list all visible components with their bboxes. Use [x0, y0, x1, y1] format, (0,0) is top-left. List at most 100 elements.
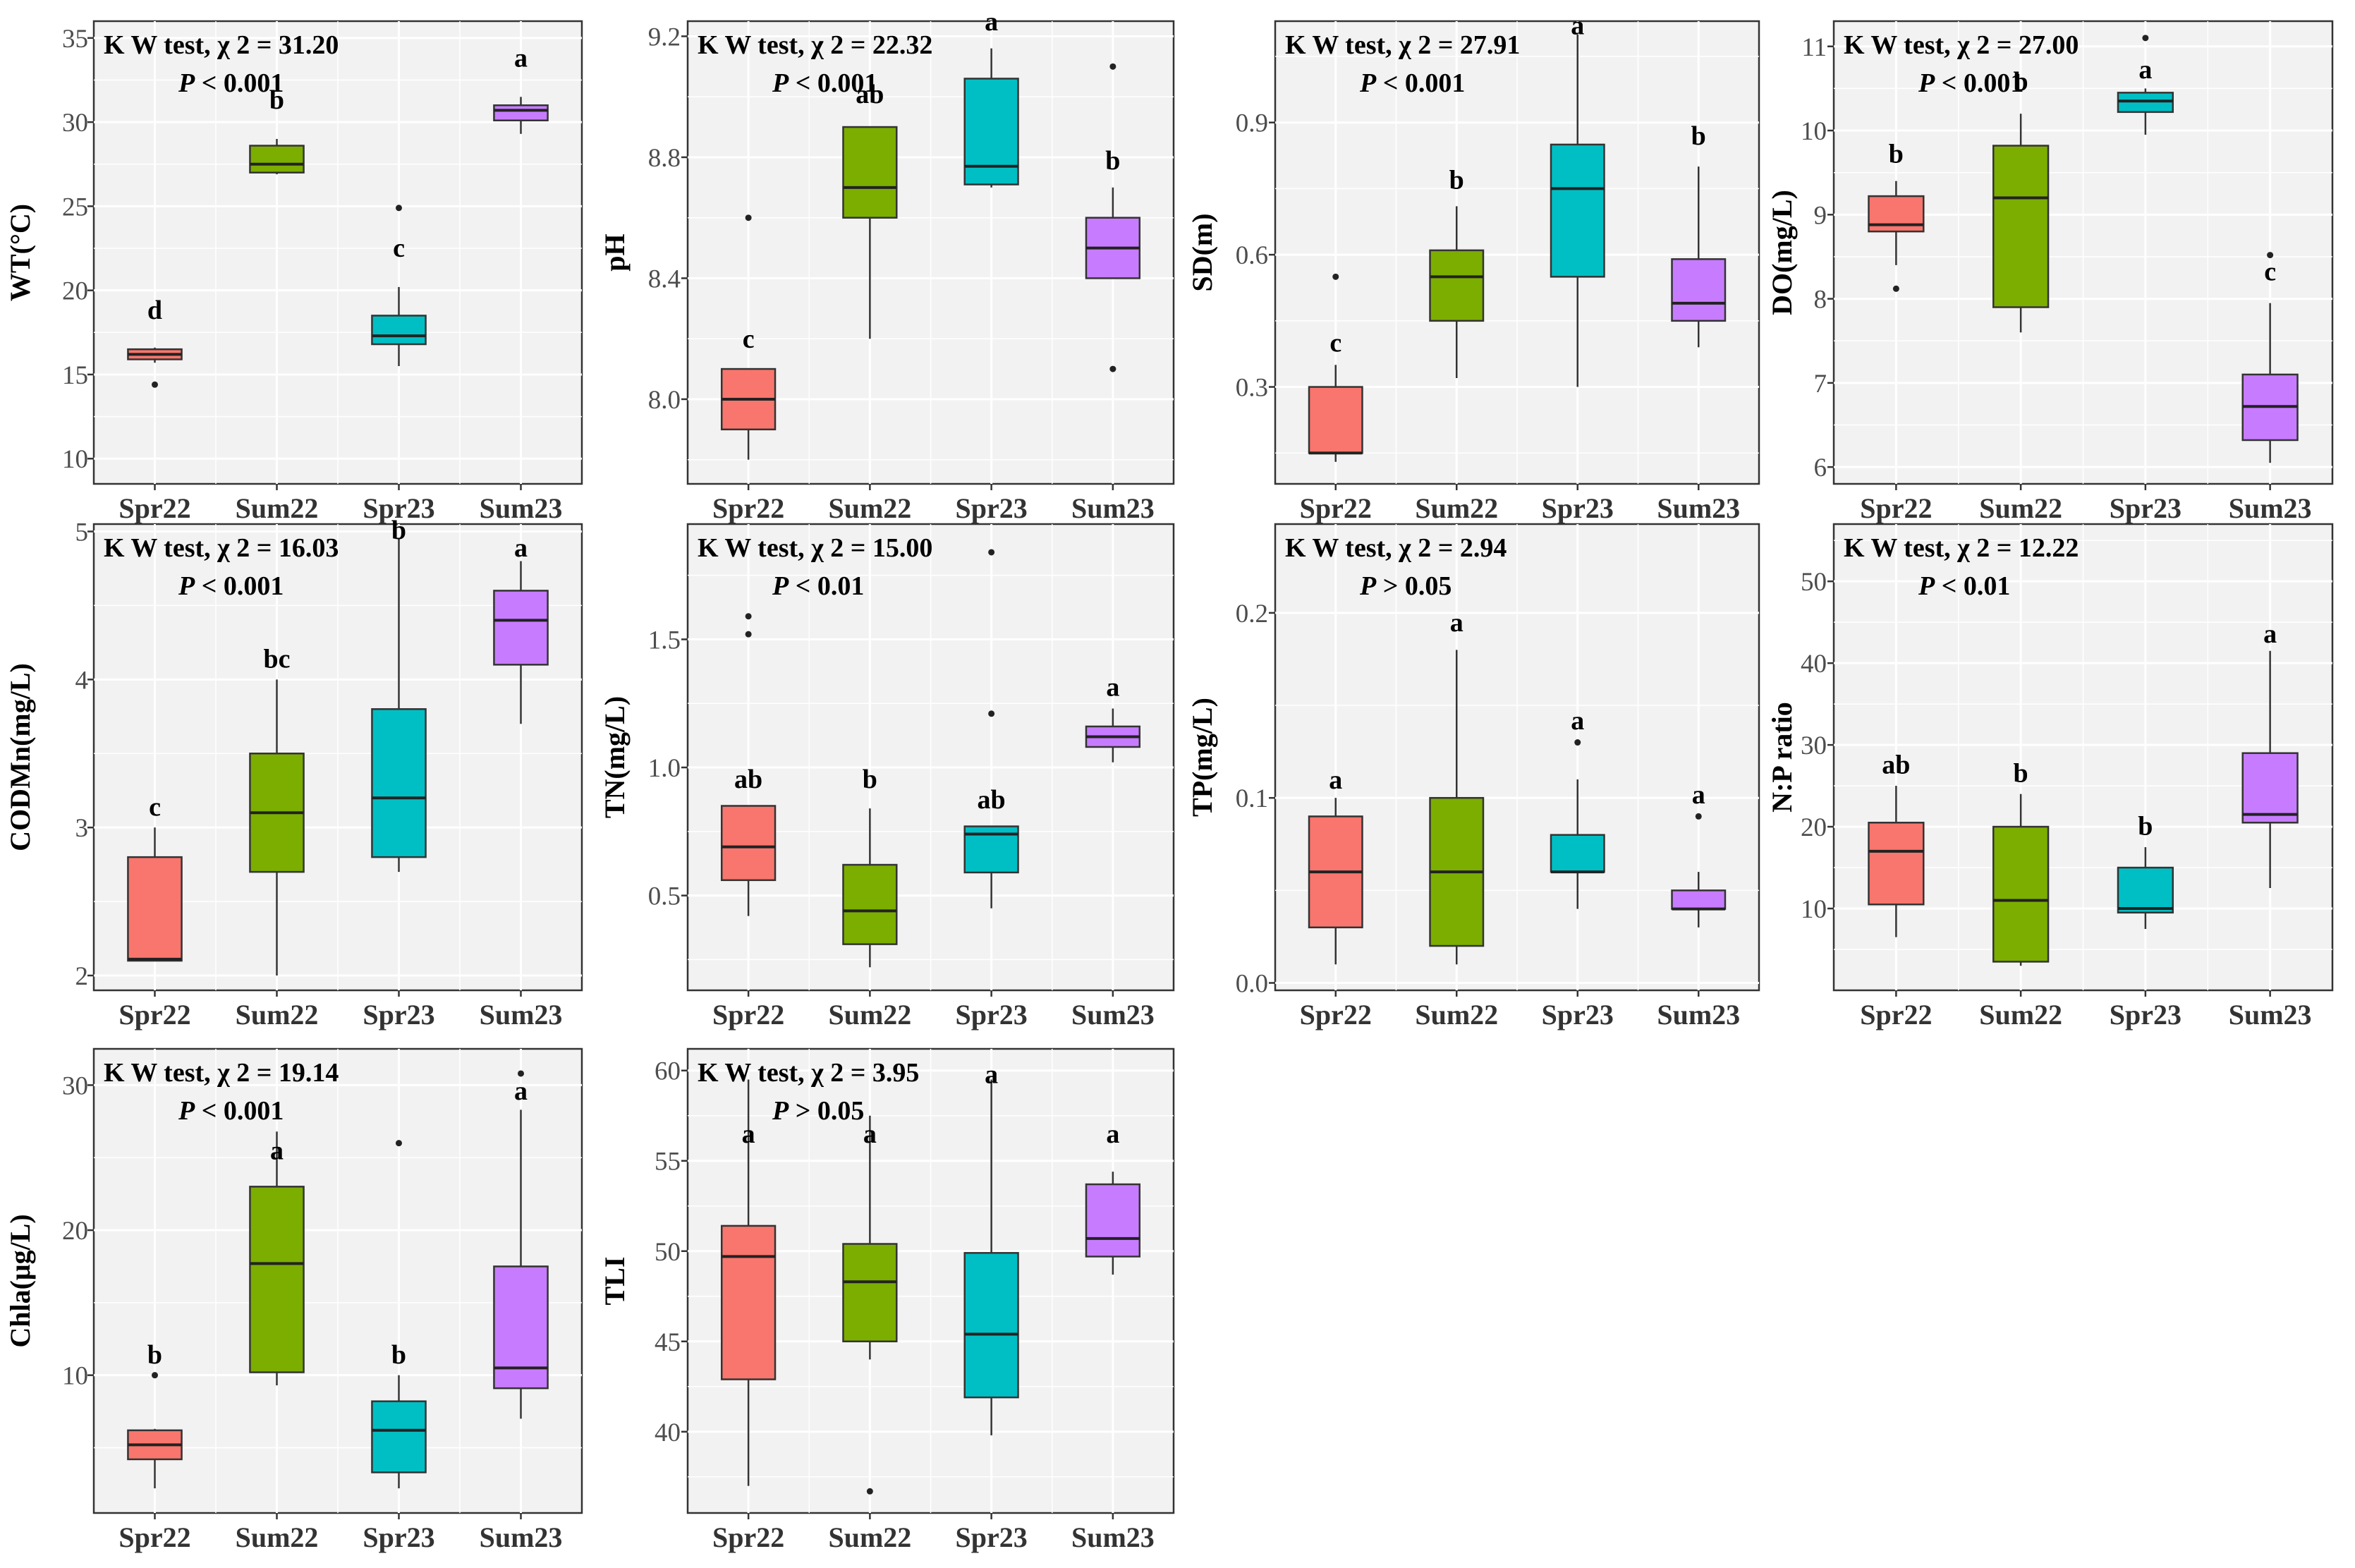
panel-sd: 0.3 0.6 0.9 SD(m) c Spr22 b Sum22 a Spr23 b Sum23 K … — [1186, 11, 1760, 524]
x-tick-label: Spr23 — [363, 492, 434, 524]
y-axis-title: pH — [599, 233, 631, 271]
significance-letter: ab — [978, 785, 1006, 815]
y-tick-label: 10 — [1801, 117, 1827, 146]
kw-test-statistic: K W test, χ 2 = 22.32 — [698, 30, 932, 60]
y-axis-title: Chla(μg/L) — [4, 1214, 36, 1347]
y-tick-label: 7 — [1814, 370, 1827, 399]
p-value: P > 0.05 — [1359, 571, 1452, 601]
box-sum23: a — [1085, 1119, 1141, 1275]
box-spr23: a — [1550, 706, 1605, 909]
x-tick-label: Spr22 — [118, 492, 190, 524]
box-sum23: a — [493, 1070, 549, 1419]
y-tick-label: 15 — [62, 361, 88, 390]
x-tick-label: Sum22 — [1979, 999, 2062, 1031]
box-spr23: a — [1550, 11, 1605, 387]
box-sum23: b — [1085, 63, 1141, 372]
box-sum23: a — [1671, 780, 1727, 928]
significance-letter: ab — [1882, 750, 1910, 780]
x-tick-label: Spr23 — [2110, 999, 2181, 1031]
x-tick-label: Spr22 — [1300, 999, 1372, 1031]
x-tick-label: Sum22 — [236, 492, 319, 524]
box-spr23: b — [371, 516, 427, 873]
significance-letter: b — [1889, 139, 1904, 169]
y-tick-label: 30 — [62, 109, 88, 138]
x-tick-label: Sum22 — [1415, 492, 1498, 524]
y-tick-label: 25 — [62, 193, 88, 221]
y-tick-label: 10 — [62, 445, 88, 474]
box-spr22: ab — [720, 613, 777, 916]
x-tick-label: Spr22 — [712, 1521, 784, 1553]
iqr-box — [249, 145, 305, 174]
y-tick-label: 3 — [75, 814, 89, 843]
outlier-point — [988, 549, 995, 556]
x-tick-label: Sum23 — [480, 1521, 563, 1553]
x-tick-label: Sum23 — [2229, 492, 2312, 524]
box-sum22: ab — [842, 80, 898, 339]
y-axis-title: TP(mg/L) — [1186, 698, 1218, 817]
box-spr23: b — [2117, 812, 2174, 930]
x-tick-label: Sum23 — [480, 999, 563, 1031]
significance-letter: a — [514, 43, 528, 73]
box-spr23: a — [963, 1060, 1019, 1435]
iqr-box — [842, 1243, 898, 1343]
y-tick-label: 4 — [75, 666, 89, 695]
p-value: P < 0.001 — [1918, 68, 2024, 98]
box-spr22: d — [127, 296, 183, 388]
y-tick-label: 2 — [75, 962, 89, 991]
box-spr22: c — [720, 214, 777, 460]
iqr-box — [371, 1400, 427, 1473]
kw-test-statistic: K W test, χ 2 = 31.20 — [104, 30, 339, 60]
panel-np: 10 20 30 40 50 N:P ratio ab Spr22 b Sum22 b Spr23 a S… — [1766, 523, 2334, 1031]
significance-letter: a — [270, 1136, 284, 1165]
iqr-box — [1868, 195, 1925, 233]
iqr-box — [493, 590, 549, 666]
x-tick-label: Spr22 — [712, 999, 784, 1031]
y-tick-label: 1.0 — [648, 754, 681, 783]
y-tick-label: 60 — [655, 1057, 681, 1086]
y-tick-label: 9 — [1814, 201, 1827, 230]
significance-letter: b — [391, 516, 406, 545]
panel-tn: 0.5 1.0 1.5 TN(mg/L) ab Spr22 b Sum22 ab Spr23 a Su… — [599, 523, 1175, 1031]
significance-letter: b — [2138, 812, 2153, 841]
box-spr23: c — [371, 205, 427, 367]
significance-letter: ab — [734, 765, 762, 794]
x-tick-label: Spr22 — [1860, 999, 1932, 1031]
significance-letter: a — [2138, 55, 2152, 85]
x-tick-label: Spr22 — [1860, 492, 1932, 524]
y-tick-label: 35 — [62, 25, 88, 54]
y-tick-label: 8.0 — [648, 386, 681, 415]
significance-letter: a — [1106, 1119, 1119, 1149]
box-sum22: bc — [249, 645, 305, 976]
significance-letter: b — [391, 1340, 406, 1370]
box-spr23: b — [371, 1140, 427, 1489]
y-tick-label: 55 — [655, 1148, 681, 1177]
y-tick-label: 50 — [1801, 568, 1827, 597]
box-sum23: a — [1085, 672, 1141, 762]
significance-letter: c — [149, 792, 161, 822]
kw-test-statistic: K W test, χ 2 = 27.00 — [1844, 30, 2079, 60]
significance-letter: c — [743, 324, 755, 354]
y-tick-label: 45 — [655, 1328, 681, 1357]
outlier-point — [745, 631, 752, 638]
y-tick-label: 0.0 — [1236, 970, 1268, 999]
x-tick-label: Sum23 — [1071, 492, 1155, 524]
y-axis-title: SD(m) — [1186, 213, 1218, 291]
kw-test-statistic: K W test, χ 2 = 15.00 — [698, 533, 932, 563]
iqr-box — [371, 315, 427, 346]
outlier-point — [1332, 273, 1339, 280]
iqr-box — [842, 863, 898, 945]
significance-letter: a — [514, 533, 528, 563]
significance-letter: b — [2014, 758, 2028, 788]
y-tick-label: 5 — [75, 518, 89, 547]
box-sum22: a — [842, 1115, 898, 1495]
iqr-box — [2117, 866, 2174, 914]
panel-wt: 10 15 20 25 30 35 WT(°C) d Spr22 b Sum22 c Spr23 a Sum… — [4, 20, 583, 524]
y-tick-label: 0.6 — [1236, 241, 1268, 270]
x-tick-label: Sum22 — [236, 1521, 319, 1553]
significance-letter: c — [393, 233, 405, 263]
significance-letter: a — [1329, 765, 1342, 795]
y-tick-label: 0.2 — [1236, 600, 1268, 628]
y-tick-label: 0.9 — [1236, 109, 1268, 138]
box-sum22: b — [842, 765, 898, 968]
significance-letter: a — [1450, 608, 1463, 638]
